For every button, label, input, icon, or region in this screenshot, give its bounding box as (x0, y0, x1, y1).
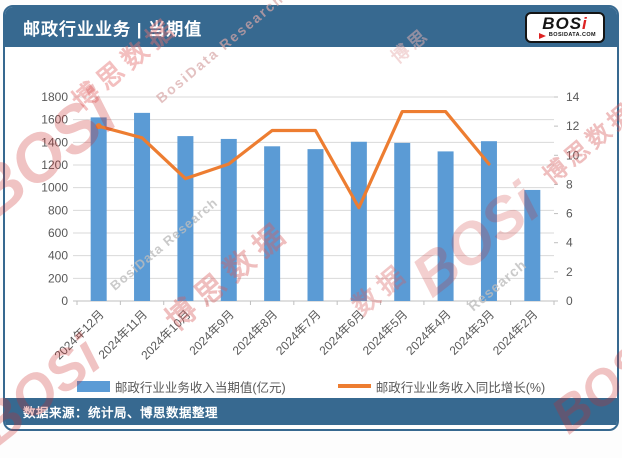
bar (350, 141, 367, 301)
legend-bar-swatch (76, 380, 110, 392)
left-axis-tick-label: 1200 (41, 158, 68, 172)
left-axis-tick-label: 200 (48, 271, 68, 285)
bar (524, 189, 541, 301)
left-axis-tick-label: 600 (48, 226, 68, 240)
left-axis-tick-label: 1800 (41, 90, 68, 104)
right-axis-tick-label: 10 (566, 148, 580, 162)
right-axis-tick-label: 4 (566, 236, 573, 250)
growth-line-start-marker (95, 123, 102, 130)
left-axis-tick-label: 800 (48, 203, 68, 217)
bar (480, 141, 497, 301)
right-axis-tick-label: 14 (566, 90, 580, 104)
red-triangle-icon (538, 32, 546, 39)
combo-chart: 0 200 400 600 800 1000 1200 1400 1600 1800 0 2 4 6 8 10… (41, 90, 580, 362)
bar (177, 136, 194, 301)
chart-legend: 邮政行业业务收入当期值(亿元) 邮政行业业务收入同比增长(%) (5, 377, 617, 395)
x-axis-category-label: 2024年5月 (360, 307, 410, 357)
bar (437, 151, 454, 301)
chart-region: 0 200 400 600 800 1000 1200 1400 1600 1800 0 2 4 6 8 10… (5, 47, 617, 398)
legend-label: 邮政行业业务收入同比增长(%) (375, 380, 546, 395)
footer-bar: 数据来源：统计局、博思数据整理 (5, 398, 617, 425)
bosi-logo: BOSi BOSIDATA.COM (525, 11, 605, 43)
right-axis-tick-label: 8 (566, 177, 573, 191)
bar (220, 138, 237, 301)
x-axis-category-label: 2024年4月 (403, 307, 453, 357)
bar (90, 117, 107, 302)
x-axis-category-label: 2024年9月 (186, 307, 236, 357)
x-axis-category-label: 2024年6月 (317, 307, 367, 357)
header-bar: 邮政行业业务 | 当期值 BOSi BOSIDATA.COM (5, 7, 617, 47)
left-axis-tick-label: 1000 (41, 181, 68, 195)
left-axis-tick-label: 1600 (41, 113, 68, 127)
legend-item: 邮政行业业务收入同比增长(%) (337, 377, 546, 396)
legend-label: 邮政行业业务收入当期值(亿元) (114, 380, 286, 395)
x-axis-category-label: 2024年2月 (490, 307, 540, 357)
bosi-logo-subline: BOSIDATA.COM (534, 31, 596, 39)
x-axis-category-label: 2024年7月 (273, 307, 323, 357)
bar (134, 112, 151, 301)
right-axis-tick-label: 6 (566, 207, 573, 221)
bosi-logo-word: BOSi (534, 15, 596, 32)
right-axis-tick-label: 12 (566, 119, 580, 133)
bar (264, 146, 281, 301)
bar (307, 149, 324, 301)
right-axis-tick-label: 2 (566, 265, 573, 279)
x-axis-category-label: 2024年3月 (447, 307, 497, 357)
page-title: 邮政行业业务 | 当期值 (23, 19, 203, 39)
x-axis-category-label: 2024年8月 (230, 307, 280, 357)
growth-line (97, 109, 491, 210)
bosi-logo-domain: BOSIDATA.COM (548, 31, 596, 38)
data-source-note: 数据来源：统计局、博思数据整理 (23, 406, 219, 420)
left-axis-tick-label: 400 (48, 249, 68, 263)
report-card: 邮政行业业务 | 当期值 BOSi BOSIDATA.COM 0 200 400 60… (3, 5, 619, 431)
left-axis-tick-label: 0 (61, 294, 68, 308)
bosi-logo-accent: i (582, 13, 588, 33)
right-axis-tick-label: 0 (566, 294, 573, 308)
legend-line-swatch (337, 384, 371, 388)
bosi-logo-main: BOS (542, 13, 583, 33)
left-axis-tick-label: 1400 (41, 135, 68, 149)
bar (394, 142, 411, 301)
legend-item: 邮政行业业务收入当期值(亿元) (76, 377, 286, 396)
